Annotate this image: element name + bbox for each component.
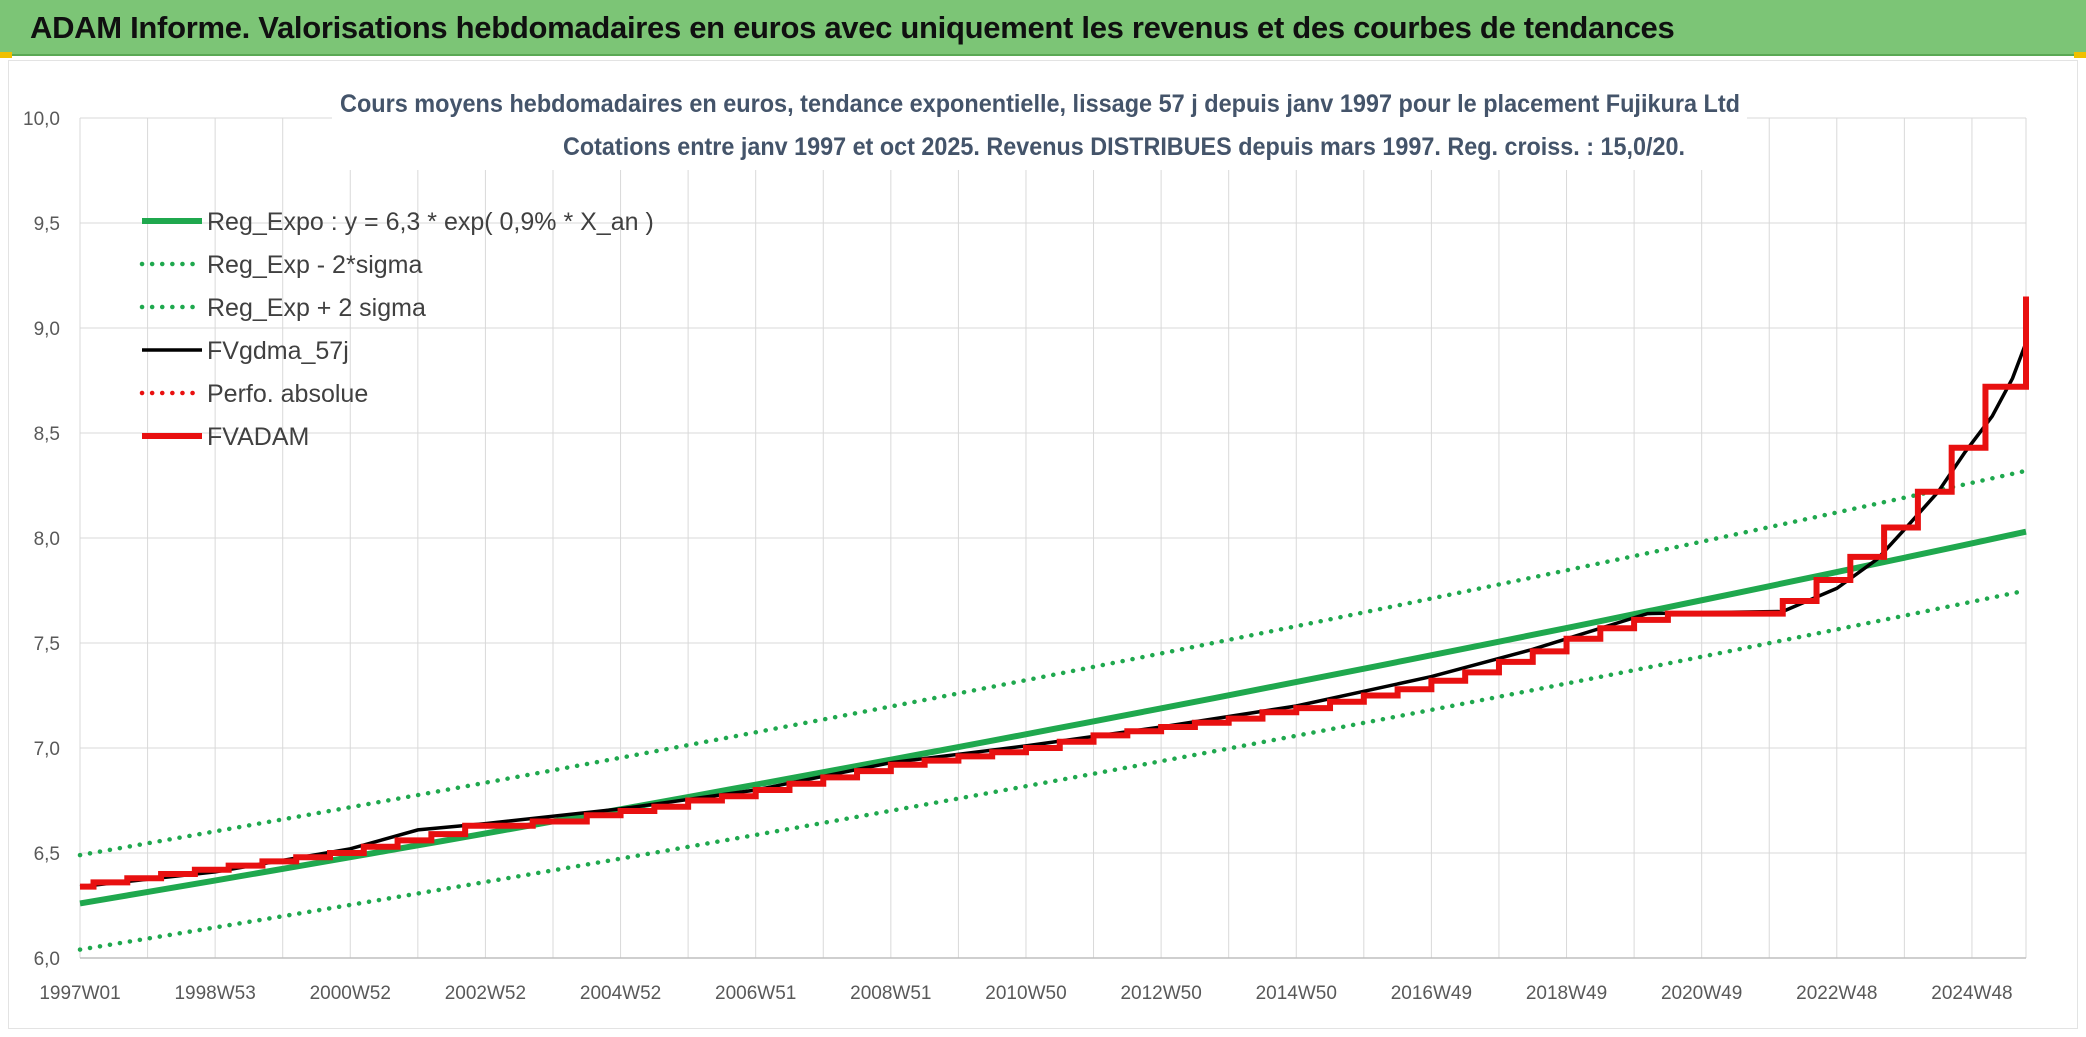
series-line-5 — [80, 296, 2029, 890]
corner-marker-right — [2074, 52, 2086, 58]
y-tick-label: 6,5 — [34, 844, 60, 865]
x-tick-label: 2024W48 — [1931, 983, 2012, 1004]
x-tick-label: 2010W50 — [985, 983, 1066, 1004]
x-tick-label: 1998W53 — [174, 983, 255, 1004]
title-background — [332, 86, 1747, 170]
legend-label: Perfo. absolue — [207, 380, 368, 408]
y-tick-label: 9,0 — [34, 319, 60, 340]
x-tick-label: 2000W52 — [310, 983, 391, 1004]
report-banner: ADAM Informe. Valorisations hebdomadaire… — [0, 0, 2086, 56]
x-tick-label: 2016W49 — [1391, 983, 1472, 1004]
x-tick-label: 1997W01 — [39, 983, 120, 1004]
series-line-0 — [79, 528, 2027, 907]
chart-title-line-1: Cours moyens hebdomadaires en euros, ten… — [340, 90, 1740, 118]
legend-label: Reg_Exp + 2 sigma — [207, 294, 426, 322]
y-tick-label: 7,0 — [34, 739, 60, 760]
x-tick-label: 2022W48 — [1796, 983, 1877, 1004]
x-tick-label: 2014W50 — [1256, 983, 1337, 1004]
report-title: ADAM Informe. Valorisations hebdomadaire… — [30, 10, 1675, 45]
y-tick-label: 9,5 — [34, 214, 60, 235]
x-tick-label: 2004W52 — [580, 983, 661, 1004]
y-tick-label: 8,5 — [34, 424, 60, 445]
legend-label: FVgdma_57j — [207, 337, 349, 365]
series-line-1 — [77, 588, 2029, 952]
x-tick-label: 2018W49 — [1526, 983, 1607, 1004]
y-tick-label: 7,5 — [34, 634, 60, 655]
legend: Reg_Expo : y = 6,3 * exp( 0,9% * X_an ) R… — [139, 208, 654, 451]
legend-label: Reg_Expo : y = 6,3 * exp( 0,9% * X_an ) — [207, 208, 654, 236]
y-tick-label: 6,0 — [34, 949, 60, 970]
legend-label: Reg_Exp - 2*sigma — [207, 251, 422, 279]
x-tick-label: 2020W49 — [1661, 983, 1742, 1004]
y-tick-label: 8,0 — [34, 529, 60, 550]
series — [77, 296, 2029, 952]
x-tick-label: 2012W50 — [1120, 983, 1201, 1004]
corner-marker-left — [0, 52, 12, 58]
y-tick-label: 10,0 — [23, 109, 60, 130]
x-tick-label: 2008W51 — [850, 983, 931, 1004]
legend-label: FVADAM — [207, 423, 309, 451]
series-line-2 — [77, 468, 2029, 858]
grid — [79, 117, 2027, 959]
x-tick-label: 2006W51 — [715, 983, 796, 1004]
chart-frame — [8, 60, 2078, 1029]
axes: 6,0 6,5 7,0 7,5 8,0 8,5 9,0 9,5 10,0 1997W01 1998W… — [23, 109, 2026, 1004]
chart-title-line-2: Cotations entre janv 1997 et oct 2025. R… — [563, 133, 1685, 161]
x-tick-label: 2002W52 — [445, 983, 526, 1004]
